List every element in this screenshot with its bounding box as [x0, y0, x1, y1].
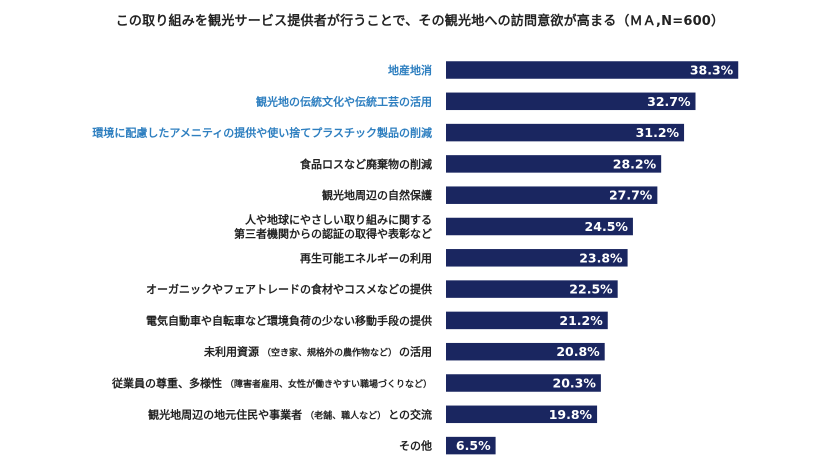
- category-label: 観光地の伝統文化や伝統工芸の活用: [256, 94, 432, 108]
- bar: [446, 61, 739, 79]
- category-label: 食品ロスなど廃棄物の削減: [300, 157, 432, 171]
- bar: [446, 374, 601, 392]
- category-label: 再生可能エネルギーの利用: [300, 251, 432, 265]
- value-label: 27.7%: [609, 188, 653, 203]
- bar: [446, 342, 605, 361]
- bar: [446, 249, 628, 267]
- value-label: 19.8%: [549, 407, 593, 422]
- value-label: 32.7%: [647, 94, 691, 109]
- value-label: 20.8%: [556, 344, 600, 359]
- value-label: 31.2%: [636, 125, 680, 140]
- bar: [446, 436, 496, 455]
- bar: [446, 123, 685, 142]
- bar: [446, 92, 696, 111]
- value-label: 23.8%: [579, 250, 623, 265]
- category-label: オーガニックやフェアトレードの食材やコスメなどの提供: [146, 282, 432, 296]
- bar: [446, 280, 618, 298]
- value-label: 22.5%: [569, 282, 613, 297]
- bar: [446, 217, 633, 236]
- category-label: 従業員の尊重、多様性 （障害者雇用、女性が働きやすい職場づくりなど）: [111, 376, 432, 390]
- bar: [446, 186, 658, 204]
- category-label: 人や地球にやさしい取り組みに関する: [245, 213, 432, 227]
- category-label: 地産地消: [388, 63, 432, 77]
- bar: [446, 155, 662, 173]
- value-label: 20.3%: [553, 376, 597, 391]
- category-label: 電気自動車や自転車など環境負荷の少ない移動手段の提供: [146, 313, 432, 327]
- category-label: 未利用資源 （空き家、規格外の農作物など） の活用: [203, 345, 432, 359]
- value-label: 24.5%: [585, 219, 629, 234]
- category-label: その他: [399, 439, 432, 453]
- category-label: 第三者機関からの認証の取得や表彰など: [234, 227, 432, 241]
- bar: [446, 405, 598, 424]
- value-label: 6.5%: [456, 438, 491, 453]
- category-label: 観光地周辺の地元住民や事業者 （老舗、職人など） との交流: [148, 407, 432, 421]
- bar: [446, 311, 608, 330]
- category-label: 環境に配慮したアメニティの提供や使い捨てプラスチック製品の削減: [92, 126, 432, 140]
- value-label: 38.3%: [690, 63, 734, 78]
- value-label: 28.2%: [613, 156, 657, 171]
- chart-title: この取り組みを観光サービス提供者が行うことで、その観光地への訪問意欲が高まる（Ｍ…: [115, 14, 725, 29]
- value-label: 21.2%: [559, 313, 603, 328]
- category-label: 観光地周辺の自然保護: [322, 188, 433, 202]
